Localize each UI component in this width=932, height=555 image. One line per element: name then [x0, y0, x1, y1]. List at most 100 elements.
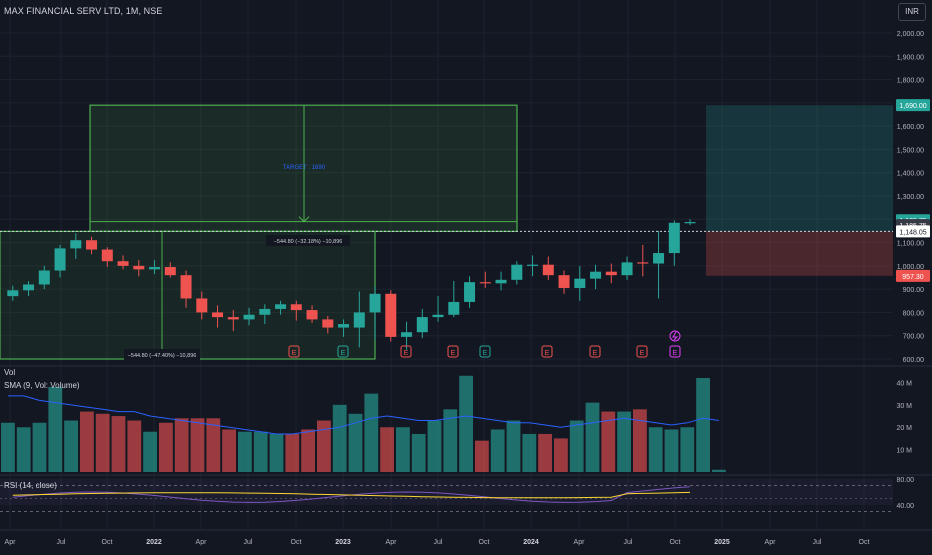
volume-bar — [48, 386, 63, 472]
price-tick: 900.00 — [903, 287, 925, 294]
time-tick: Apr — [386, 539, 398, 546]
candle-body — [558, 275, 570, 288]
chart-title: MAX FINANCIAL SERV LTD, 1M, NSE — [4, 6, 163, 16]
volume-bar — [16, 427, 31, 472]
time-tick: Oct — [670, 539, 681, 546]
candle-body — [605, 271, 617, 276]
volume-bar — [411, 433, 426, 472]
time-tick: Apr — [196, 539, 208, 546]
volume-bar — [159, 422, 173, 472]
volume-bar — [190, 418, 205, 472]
volume-bar — [648, 427, 663, 472]
earnings-marker — [337, 345, 349, 358]
candle-body — [322, 319, 334, 328]
volume-bar — [238, 431, 252, 472]
volume-bar — [143, 431, 157, 472]
volume-bar — [554, 438, 568, 472]
currency-button[interactable]: INR — [898, 3, 926, 21]
candle-body — [369, 293, 381, 313]
candle-body — [227, 317, 239, 320]
volume-bar — [1, 422, 15, 472]
measure-top-bg — [266, 235, 350, 246]
candle-body — [495, 279, 507, 284]
volume-bar — [332, 404, 347, 472]
earnings-marker-label: E — [341, 350, 346, 357]
price-badge-label: 1,690.00 — [899, 103, 926, 110]
volume-bar — [80, 411, 94, 472]
candle-body — [180, 275, 192, 299]
volume-bar — [269, 433, 284, 472]
lightning-icon — [672, 331, 679, 341]
candle-body — [23, 284, 35, 291]
volume-bar — [712, 469, 726, 472]
candle-body — [464, 282, 476, 302]
volume-bar — [206, 418, 221, 472]
candle-body — [338, 324, 350, 328]
time-tick: Apr — [574, 539, 586, 546]
earnings-marker-label: E — [545, 350, 550, 357]
volume-bar — [585, 402, 600, 472]
candle-body — [511, 264, 523, 280]
volume-bar — [490, 429, 505, 472]
volume-bar — [427, 420, 442, 472]
candle-body — [542, 264, 554, 276]
earnings-marker-label: E — [673, 350, 678, 357]
volume-bar — [174, 418, 189, 472]
volume-bar — [364, 393, 379, 472]
rsi-label: RSI (14, close) — [4, 481, 57, 490]
candle-body — [196, 298, 208, 313]
earnings-marker-label: E — [593, 350, 598, 357]
candle-body — [101, 249, 113, 262]
volume-bar — [396, 427, 410, 472]
rsi-tick: 40.00 — [896, 503, 914, 510]
price-badge-label: 957.30 — [902, 274, 924, 281]
time-tick: Oct — [479, 539, 490, 546]
volume-bar — [569, 420, 584, 472]
price-tick: 1,500.00 — [897, 147, 924, 154]
candle-body — [416, 317, 428, 333]
position-zones — [0, 104, 893, 360]
candle-body — [7, 290, 19, 297]
candle-body — [164, 267, 176, 276]
volume-bar — [301, 429, 315, 472]
measure-top-label: −544.80 (−32.18%) −10,896 — [274, 239, 343, 245]
volume-bar — [522, 433, 537, 472]
volume-bars — [1, 375, 726, 472]
candle-body — [54, 248, 66, 271]
earnings-marker — [669, 345, 681, 358]
volume-bar — [633, 409, 647, 472]
candle-body — [306, 310, 318, 320]
candle-body — [479, 282, 491, 284]
candle-body — [385, 293, 397, 337]
earnings-marker — [636, 345, 648, 358]
time-tick: Jul — [624, 539, 633, 546]
volume-bar — [111, 416, 126, 472]
time-tick: Jul — [434, 539, 443, 546]
price-tick: 600.00 — [903, 357, 925, 364]
candle-body — [275, 304, 287, 309]
candle-body — [259, 308, 271, 315]
candle-body — [590, 271, 602, 279]
volume-bar — [32, 422, 47, 472]
volume-bar — [459, 375, 473, 472]
price-tick: 1,300.00 — [897, 194, 924, 201]
candle-body — [401, 332, 413, 337]
volume-bar — [95, 413, 110, 472]
volume-tick: 30 M — [896, 403, 912, 410]
candle-body — [621, 262, 633, 276]
candle-body — [243, 314, 255, 320]
time-tick: Oct — [291, 539, 302, 546]
time-tick: 2023 — [335, 539, 351, 546]
candle-body — [432, 314, 444, 318]
time-tick: Oct — [859, 539, 870, 546]
sma-line — [7, 395, 719, 435]
profit-zone — [706, 105, 893, 232]
price-badge — [896, 99, 930, 112]
candle-body — [668, 222, 680, 254]
time-tick: 2025 — [714, 539, 730, 546]
candle-body — [133, 265, 145, 270]
earnings-marker — [541, 345, 553, 358]
earnings-marker — [400, 345, 412, 358]
